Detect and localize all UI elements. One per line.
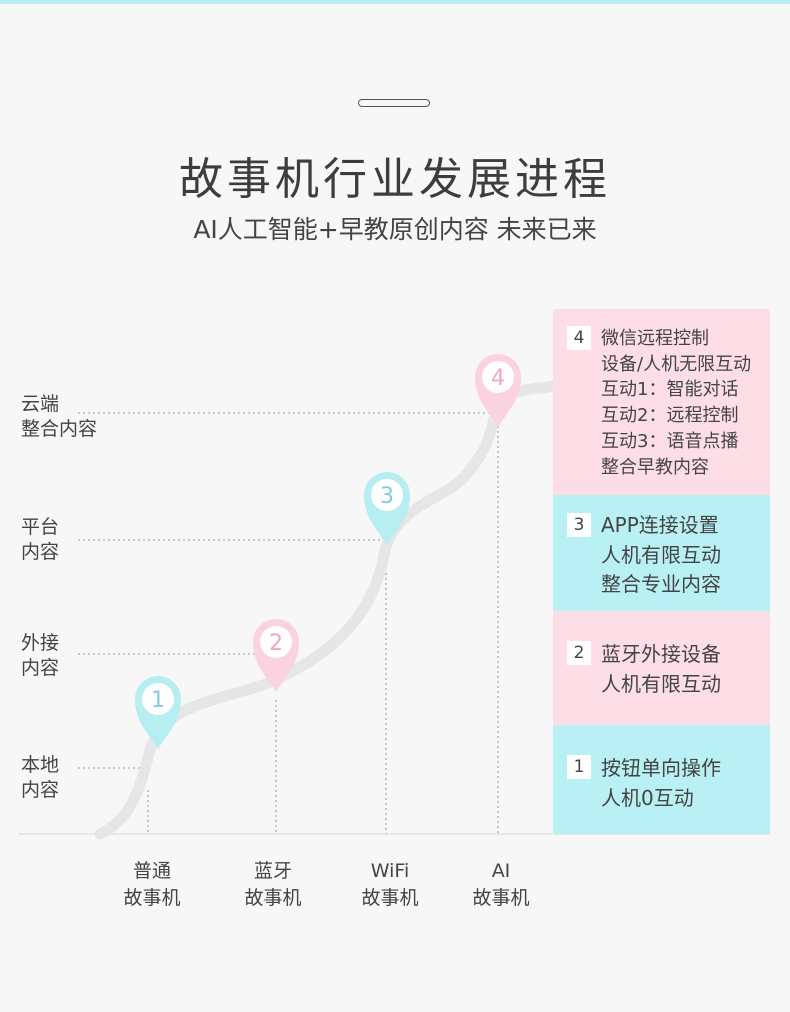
marker-3-num: 3	[380, 484, 394, 509]
level-local-line1: 本地	[21, 754, 60, 776]
stage-ai-label: AI 故事机	[446, 858, 556, 912]
stage-bluetooth-label: 蓝牙 故事机	[218, 858, 328, 912]
stage-1-line: 按钮单向操作	[601, 756, 721, 780]
stage-ai-line1: AI	[491, 860, 511, 882]
stage-2-line: 蓝牙外接设备	[601, 642, 721, 666]
marker-4: 4	[475, 354, 521, 427]
level-external-line1: 外接	[21, 632, 60, 654]
level-cloud-label: 云端 整合内容	[21, 392, 97, 442]
stage-3-num: 3	[567, 513, 591, 537]
stage-2-lines: 蓝牙外接设备 人机有限互动	[601, 639, 721, 725]
page-subtitle: AI人工智能+早教原创内容 未来已来	[193, 215, 597, 244]
level-platform-line1: 平台	[21, 516, 60, 538]
level-platform-label: 平台 内容	[21, 515, 59, 565]
growth-curve	[94, 380, 559, 840]
stage-3-panel: 3 APP连接设置 人机有限互动 整合专业内容	[553, 495, 770, 611]
stage-2-num: 2	[567, 641, 591, 665]
top-accent-strip	[0, 0, 790, 4]
stage-basic-line1: 普通	[132, 860, 171, 882]
stage-bluetooth-line1: 蓝牙	[253, 860, 292, 882]
level-cloud-line2: 整合内容	[21, 418, 98, 440]
stage-4-panel: 4 微信远程控制 设备/人机无限互动 互动1：智能对话 互动2：远程控制 互动3…	[553, 309, 770, 495]
stage-basic-label: 普通 故事机	[97, 858, 207, 912]
stage-4-line: 微信远程控制	[601, 328, 709, 349]
marker-1: 1	[135, 676, 181, 749]
stage-3-line: 人机有限互动	[601, 542, 721, 567]
stage-1-line: 人机0互动	[601, 786, 694, 810]
stage-4-lines: 微信远程控制 设备/人机无限互动 互动1：智能对话 互动2：远程控制 互动3：语…	[601, 326, 751, 495]
level-platform-line2: 内容	[21, 541, 60, 563]
stage-ai-line2: 故事机	[472, 887, 530, 909]
stage-4-line: 互动1：智能对话	[601, 379, 739, 401]
stage-4-line: 设备/人机无限互动	[601, 353, 752, 375]
stage-3-lines: APP连接设置 人机有限互动 整合专业内容	[601, 511, 721, 611]
stage-wifi-line2: 故事机	[361, 887, 419, 909]
marker-4-num: 4	[491, 366, 505, 391]
marker-2-num: 2	[269, 631, 283, 656]
stage-3-line: APP连接设置	[601, 513, 719, 537]
marker-3: 3	[364, 472, 410, 545]
stage-4-line: 互动3：语音点播	[601, 430, 739, 452]
header-pill-decoration	[358, 99, 430, 107]
level-external-line2: 内容	[21, 657, 60, 679]
level-external-label: 外接 内容	[21, 631, 59, 681]
stage-wifi-line1: WiFi	[370, 860, 410, 882]
stage-wifi-label: WiFi 故事机	[335, 858, 445, 912]
marker-2: 2	[253, 619, 299, 692]
stage-1-panel: 1 按钮单向操作 人机0互动	[553, 725, 770, 834]
stage-2-panel: 2 蓝牙外接设备 人机有限互动	[553, 611, 770, 725]
stage-1-lines: 按钮单向操作 人机0互动	[601, 753, 721, 834]
stage-3-line: 整合专业内容	[601, 572, 721, 596]
marker-1-num: 1	[151, 688, 165, 713]
page-title: 故事机行业发展进程	[179, 154, 611, 205]
level-cloud-line1: 云端	[21, 393, 60, 415]
level-local-line2: 内容	[21, 779, 60, 801]
stage-basic-line2: 故事机	[123, 887, 181, 909]
level-local-label: 本地 内容	[21, 753, 59, 803]
stage-4-line: 整合早教内容	[601, 456, 709, 478]
stage-1-num: 1	[567, 755, 591, 779]
stage-2-line: 人机有限互动	[601, 672, 721, 696]
stage-4-num: 4	[567, 326, 591, 350]
stage-bluetooth-line2: 故事机	[244, 887, 302, 909]
stage-4-line: 互动2：远程控制	[601, 405, 739, 427]
